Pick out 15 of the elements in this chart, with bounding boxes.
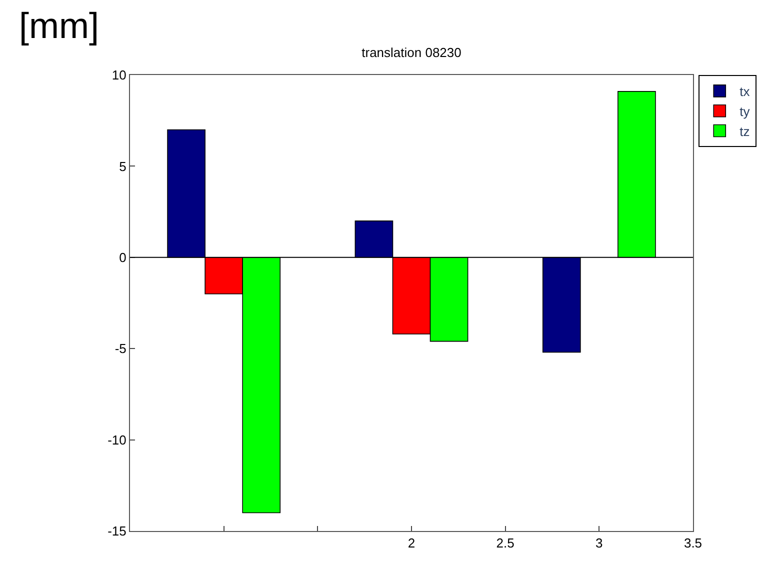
y-tick-label: 5	[119, 158, 126, 174]
y-tick-label: -15	[108, 524, 126, 539]
legend-label: tz	[740, 124, 750, 139]
x-tick-label: 3	[596, 536, 603, 551]
chart-title: translation 08230	[362, 45, 462, 60]
y-tick-label: -5	[114, 341, 126, 356]
text: [mm]	[19, 5, 99, 46]
x-tick-label: 2.5	[496, 536, 514, 551]
x-tick-label: 3.5	[684, 536, 702, 551]
x-tick-label: 2	[408, 536, 416, 551]
legend-label: ty	[740, 104, 750, 119]
y-tick-label: -10	[108, 432, 126, 448]
legend-label: tx	[740, 84, 750, 100]
y-tick-label: 10	[112, 68, 126, 83]
y-tick-label: 0	[119, 250, 126, 265]
